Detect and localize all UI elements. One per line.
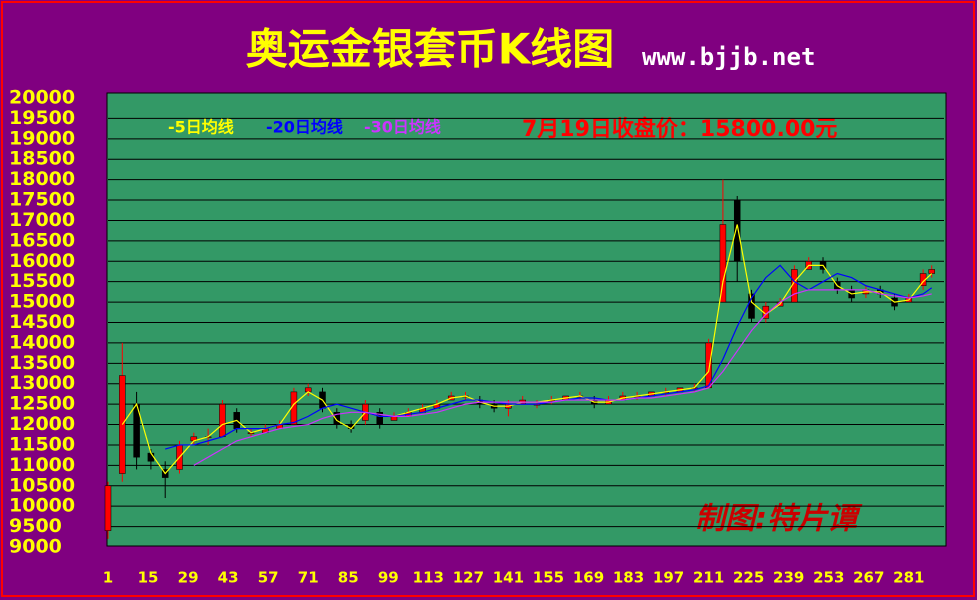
x-tick-label: 225	[733, 569, 764, 587]
candle-body	[290, 391, 298, 425]
y-tick-label: 14500	[9, 311, 75, 333]
x-tick-label: 99	[378, 569, 399, 587]
x-tick-label: 281	[893, 569, 924, 587]
x-tick-label: 253	[813, 569, 844, 587]
x-tick-label: 15	[138, 569, 159, 587]
candle-body	[376, 412, 383, 425]
y-tick-label: 11000	[9, 454, 75, 476]
subtitle: www.bjjb.net	[642, 43, 815, 71]
candle-body	[333, 412, 341, 425]
candle-body	[719, 224, 727, 303]
annotation: 7月19日收盘价：15800.00元	[522, 116, 837, 142]
candle-body	[733, 199, 741, 262]
x-tick-label: 127	[453, 569, 484, 587]
y-tick-label: 12500	[9, 393, 75, 415]
candle-body	[748, 293, 755, 319]
legend: -5日均线 -20日均线 -30日均线	[168, 118, 441, 137]
candle-body	[104, 485, 112, 531]
y-tick-label: 9000	[9, 536, 62, 558]
y-tick-label: 16500	[9, 229, 75, 251]
candle-body	[928, 269, 935, 274]
candle-body	[119, 375, 126, 474]
y-tick-label: 18500	[9, 148, 75, 170]
y-tick-label: 12000	[9, 413, 75, 435]
y-tick-label: 15500	[9, 270, 75, 292]
x-tick-label: 239	[773, 569, 804, 587]
x-tick-label: 29	[178, 569, 199, 587]
candle-body	[219, 403, 226, 438]
x-tick-label: 267	[853, 569, 884, 587]
y-tick-label: 20000	[9, 87, 75, 109]
credit: 制图:特片谭	[695, 502, 863, 537]
x-tick-label: 71	[298, 569, 319, 587]
x-tick-label: 43	[218, 569, 239, 587]
y-tick-label: 13500	[9, 352, 75, 374]
x-tick-label: 85	[338, 569, 359, 587]
candle-body	[147, 452, 155, 462]
x-tick-label: 197	[653, 569, 684, 587]
y-tick-label: 9500	[9, 515, 62, 537]
y-tick-label: 10000	[9, 495, 75, 517]
y-tick-label: 17500	[9, 189, 75, 211]
candle-body	[390, 416, 398, 421]
legend-entry: -5日均线	[168, 118, 234, 137]
y-tick-label: 10500	[9, 474, 75, 496]
plot-area	[106, 92, 947, 547]
y-tick-label: 11500	[9, 433, 75, 455]
y-tick-label: 16000	[9, 250, 75, 272]
x-tick-label: 113	[413, 569, 444, 587]
x-tick-label: 169	[573, 569, 604, 587]
x-tick-label: 57	[258, 569, 279, 587]
legend-entry: -30日均线	[364, 118, 441, 137]
x-tick-label: 155	[533, 569, 564, 587]
chart-title: 奥运金银套币K线图	[246, 25, 615, 74]
y-tick-label: 19000	[9, 127, 75, 149]
y-tick-label: 13000	[9, 372, 75, 394]
x-tick-label: 211	[693, 569, 724, 587]
x-tick-label: 141	[493, 569, 524, 587]
y-tick-label: 15000	[9, 291, 75, 313]
y-tick-label: 19500	[9, 107, 75, 129]
legend-entry: -20日均线	[266, 118, 343, 137]
y-tick-label: 17000	[9, 209, 75, 231]
y-tick-label: 14000	[9, 331, 75, 353]
ma-line	[193, 289, 932, 466]
y-tick-label: 18000	[9, 168, 75, 190]
x-tick-label: 183	[613, 569, 644, 587]
x-tick-label: 1	[103, 569, 113, 587]
